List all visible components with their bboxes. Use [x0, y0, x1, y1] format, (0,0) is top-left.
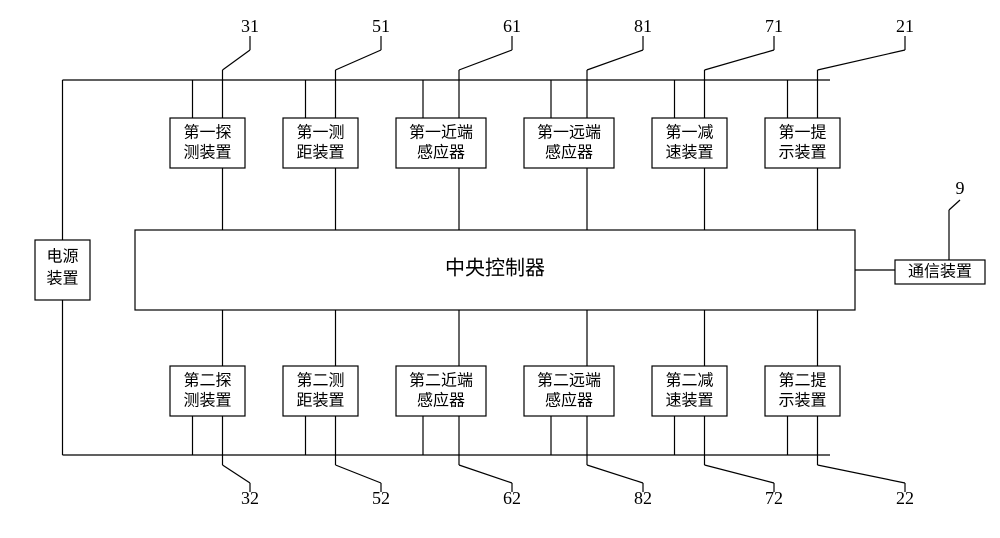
svg-text:第二远端: 第二远端 — [537, 372, 601, 390]
device-block: 第二探测装置 — [170, 366, 245, 416]
svg-text:第一测: 第一测 — [296, 124, 344, 142]
device-block: 第一远端感应器 — [524, 118, 614, 168]
svg-text:9: 9 — [956, 178, 965, 198]
device-block: 第二提示装置 — [765, 366, 840, 416]
svg-text:中央控制器: 中央控制器 — [445, 257, 545, 280]
device-block: 第一减速装置 — [652, 118, 727, 168]
svg-text:距装置: 距装置 — [296, 392, 344, 410]
svg-text:第一探: 第一探 — [183, 124, 231, 142]
device-block: 第二近端感应器 — [396, 366, 486, 416]
device-block: 第一近端感应器 — [396, 118, 486, 168]
device-block: 第一提示装置 — [765, 118, 840, 168]
svg-text:感应器: 感应器 — [545, 143, 593, 162]
svg-text:第二探: 第二探 — [183, 372, 231, 390]
svg-text:速装置: 速装置 — [665, 144, 713, 162]
svg-text:感应器: 感应器 — [545, 391, 593, 410]
device-block: 第二远端感应器 — [524, 366, 614, 416]
svg-text:61: 61 — [503, 16, 521, 36]
central-controller: 中央控制器 — [135, 230, 855, 310]
svg-text:第二提: 第二提 — [778, 372, 826, 390]
svg-text:测装置: 测装置 — [183, 144, 231, 162]
svg-text:62: 62 — [503, 488, 521, 508]
svg-text:速装置: 速装置 — [665, 392, 713, 410]
svg-text:21: 21 — [896, 16, 914, 36]
svg-text:第一减: 第一减 — [665, 124, 713, 142]
svg-text:71: 71 — [765, 16, 783, 36]
svg-text:距装置: 距装置 — [296, 144, 344, 162]
svg-text:32: 32 — [241, 488, 259, 508]
svg-text:81: 81 — [634, 16, 652, 36]
svg-text:示装置: 示装置 — [778, 144, 826, 162]
svg-text:52: 52 — [372, 488, 390, 508]
device-block: 第一测距装置 — [283, 118, 358, 168]
svg-text:第一近端: 第一近端 — [409, 124, 473, 142]
svg-text:82: 82 — [634, 488, 652, 508]
svg-text:第二减: 第二减 — [665, 372, 713, 390]
svg-text:第二近端: 第二近端 — [409, 372, 473, 390]
power-block: 电源装置 — [35, 240, 90, 300]
svg-text:第二测: 第二测 — [296, 372, 344, 390]
svg-text:感应器: 感应器 — [417, 143, 465, 162]
svg-text:测装置: 测装置 — [183, 392, 231, 410]
device-block: 第二测距装置 — [283, 366, 358, 416]
svg-text:72: 72 — [765, 488, 783, 508]
svg-text:第一提: 第一提 — [778, 124, 826, 142]
svg-text:通信装置: 通信装置 — [908, 263, 972, 281]
comm-block: 通信装置 — [895, 260, 985, 284]
device-block: 第二减速装置 — [652, 366, 727, 416]
svg-text:电源: 电源 — [46, 248, 78, 266]
device-block: 第一探测装置 — [170, 118, 245, 168]
svg-text:22: 22 — [896, 488, 914, 508]
svg-text:示装置: 示装置 — [778, 392, 826, 410]
svg-text:装置: 装置 — [46, 270, 78, 288]
svg-text:感应器: 感应器 — [417, 391, 465, 410]
svg-text:51: 51 — [372, 16, 390, 36]
svg-text:31: 31 — [241, 16, 259, 36]
svg-text:第一远端: 第一远端 — [537, 124, 601, 142]
